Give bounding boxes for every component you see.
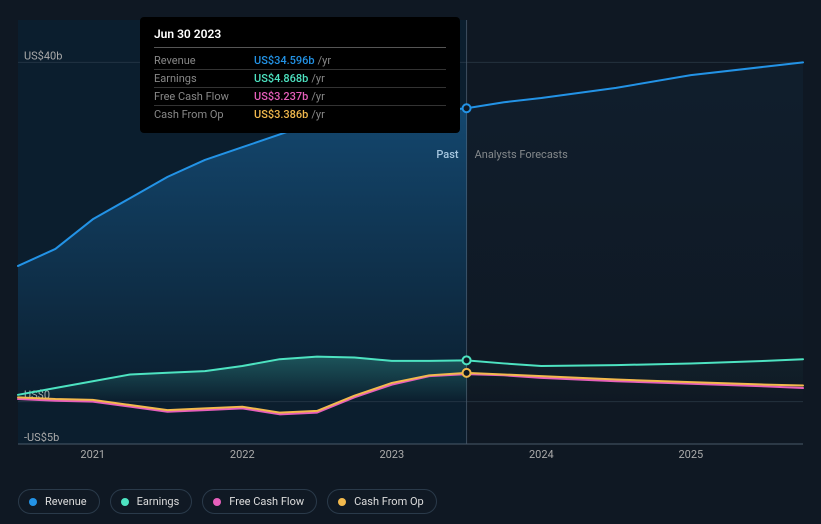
- legend-item-free-cash-flow[interactable]: Free Cash Flow: [202, 489, 317, 514]
- chart-tooltip: Jun 30 2023 RevenueUS$34.596b/yrEarnings…: [140, 17, 460, 133]
- tooltip-row-value: US$4.868b: [254, 72, 308, 85]
- tooltip-row: EarningsUS$4.868b/yr: [154, 69, 446, 87]
- svg-text:-US$5b: -US$5b: [24, 431, 59, 444]
- tooltip-row-label: Earnings: [154, 72, 254, 85]
- legend-item-label: Earnings: [137, 495, 180, 508]
- tooltip-row-unit: /yr: [311, 90, 324, 103]
- tooltip-row-unit: /yr: [311, 108, 324, 121]
- tooltip-title: Jun 30 2023: [154, 27, 446, 41]
- tooltip-row-label: Free Cash Flow: [154, 90, 254, 103]
- legend-dot-icon: [213, 498, 221, 506]
- tooltip-row-value: US$34.596b: [254, 54, 315, 67]
- legend-item-earnings[interactable]: Earnings: [110, 489, 193, 514]
- tooltip-row-value: US$3.386b: [254, 108, 308, 121]
- legend-item-label: Cash From Op: [354, 495, 424, 508]
- legend-item-revenue[interactable]: Revenue: [18, 489, 100, 514]
- tooltip-rows: RevenueUS$34.596b/yrEarningsUS$4.868b/yr…: [154, 52, 446, 123]
- tooltip-row: Cash From OpUS$3.386b/yr: [154, 105, 446, 123]
- tooltip-row-unit: /yr: [311, 72, 324, 85]
- legend-item-cash-from-op[interactable]: Cash From Op: [327, 489, 437, 514]
- legend-dot-icon: [338, 498, 346, 506]
- legend-item-label: Revenue: [45, 495, 87, 508]
- tooltip-row-unit: /yr: [318, 54, 331, 67]
- legend-dot-icon: [29, 498, 37, 506]
- svg-text:2023: 2023: [379, 448, 404, 461]
- legend-dot-icon: [121, 498, 129, 506]
- svg-text:2022: 2022: [230, 448, 255, 461]
- tooltip-row: Free Cash FlowUS$3.237b/yr: [154, 87, 446, 105]
- svg-text:2021: 2021: [80, 448, 105, 461]
- forecast-chart: US$40bUS$0-US$5b20212022202320242025Past…: [0, 0, 821, 524]
- tooltip-row-label: Revenue: [154, 54, 254, 67]
- svg-text:US$40b: US$40b: [24, 49, 62, 62]
- tooltip-row: RevenueUS$34.596b/yr: [154, 52, 446, 69]
- svg-text:2024: 2024: [529, 448, 554, 461]
- legend-item-label: Free Cash Flow: [229, 495, 304, 508]
- tooltip-row-label: Cash From Op: [154, 108, 254, 121]
- svg-text:2025: 2025: [678, 448, 703, 461]
- tooltip-divider: [154, 47, 446, 48]
- chart-legend: Revenue Earnings Free Cash Flow Cash From O…: [18, 489, 437, 514]
- tooltip-row-value: US$3.237b: [254, 90, 308, 103]
